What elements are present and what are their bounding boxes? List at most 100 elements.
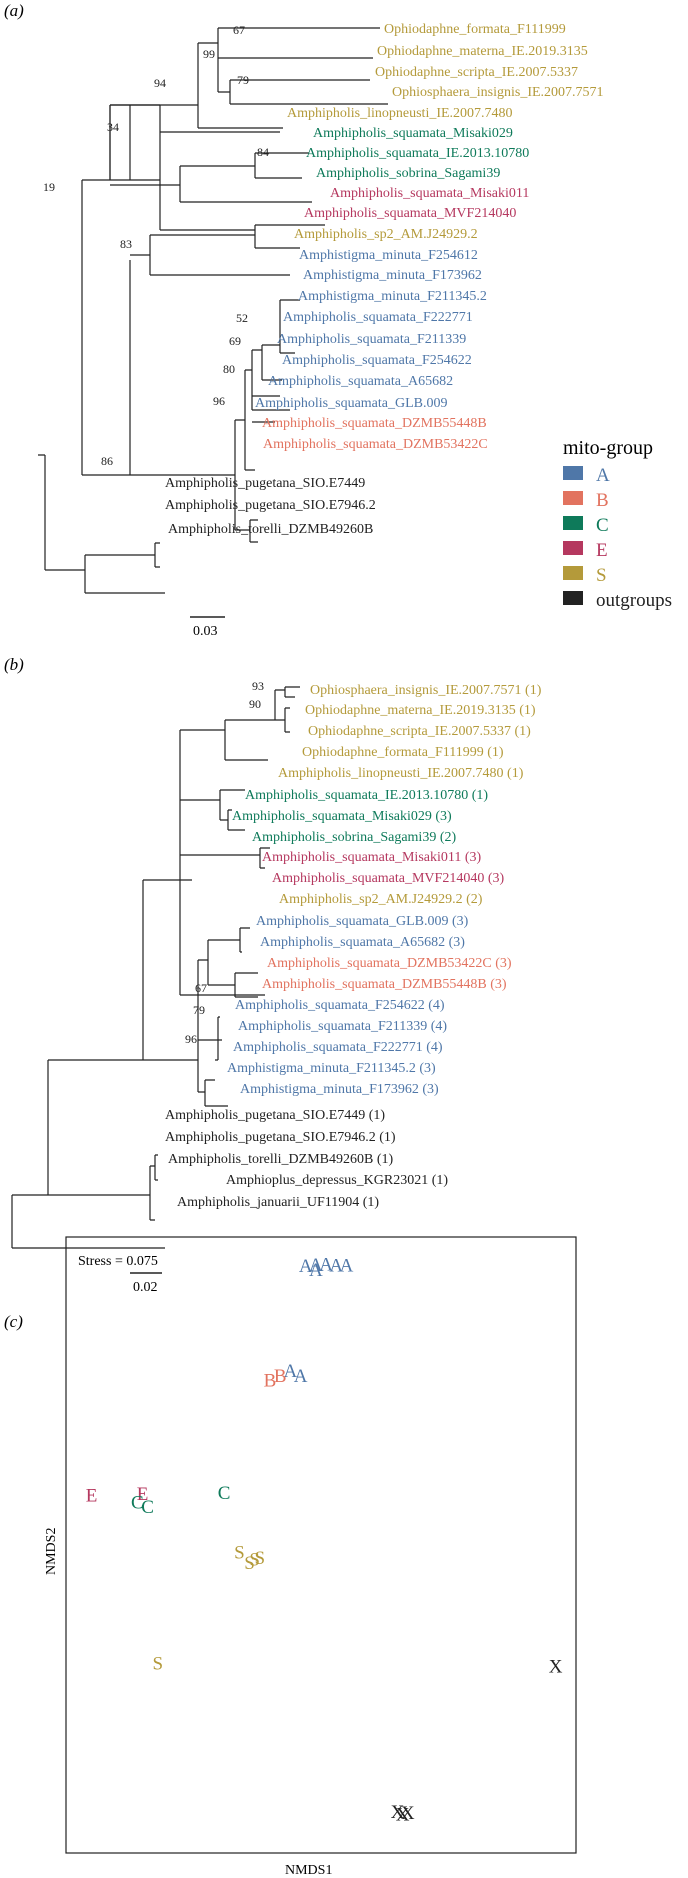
tip-label-b: Amphipholis_squamata_GLB.009 (3) — [256, 914, 469, 929]
panel-label-a: (a) — [4, 1, 24, 20]
scale-label-a: 0.03 — [193, 624, 218, 639]
tip-label-a: Amphipholis_squamata_F254622 — [282, 353, 472, 368]
tip-label-b: Ophiodaphne_materna_IE.2019.3135 (1) — [305, 703, 536, 718]
nmds-point: A — [329, 1256, 343, 1277]
tip-label-b: Amphipholis_squamata_A65682 (3) — [260, 935, 465, 950]
support-value-a: 19 — [43, 180, 55, 194]
tip-label-a: Amphipholis_torelli_DZMB49260B — [168, 522, 373, 537]
nmds-stress: Stress = 0.075 — [78, 1254, 158, 1269]
nmds-point: A — [319, 1254, 333, 1275]
tree-a: Ophiodaphne_formata_F111999 Ophiodaphne_m… — [38, 22, 604, 639]
nmds-point: B — [274, 1366, 287, 1387]
tip-label-a: Amphipholis_squamata_A65682 — [268, 374, 453, 389]
tip-label-a: Amphipholis_squamata_DZMB55448B — [262, 416, 487, 431]
nmds-point: C — [141, 1497, 154, 1518]
support-value-b: 79 — [193, 1003, 205, 1017]
legend-swatch — [563, 566, 583, 580]
tip-label-a: Amphipholis_squamata_F211339 — [277, 332, 466, 347]
tip-label-b: Amphipholis_januarii_UF11904 (1) — [177, 1195, 379, 1210]
tip-label-b: Amphipholis_squamata_IE.2013.10780 (1) — [245, 788, 488, 803]
support-value-b: 93 — [252, 679, 264, 693]
support-value-b: 96 — [185, 1032, 197, 1046]
tip-label-b: Amphipholis_squamata_F254622 (4) — [235, 998, 445, 1013]
support-value-a: 67 — [233, 23, 245, 37]
nmds-point: A — [294, 1366, 308, 1387]
tip-label-a: Ophiodaphne_materna_IE.2019.3135 — [377, 44, 588, 59]
nmds-point: A — [340, 1256, 354, 1277]
legend-item-label: E — [596, 540, 608, 561]
tip-label-b: Amphipholis_sobrina_Sagami39 (2) — [252, 830, 456, 845]
tip-label-a: Amphipholis_linopneusti_IE.2007.7480 — [287, 106, 513, 121]
tip-label-a: Amphistigma_minuta_F254612 — [299, 248, 478, 263]
support-value-a: 94 — [154, 76, 166, 90]
nmds-point: X — [401, 1803, 415, 1824]
legend-swatch — [563, 591, 583, 605]
panel-label-b: (b) — [4, 655, 24, 674]
support-value-a: 34 — [107, 120, 119, 134]
nmds-point: S — [234, 1543, 245, 1564]
legend-item-label: outgroups — [596, 590, 672, 611]
nmds-point: X — [549, 1657, 563, 1678]
nmds-point: S — [255, 1548, 266, 1569]
tip-label-b: Amphipholis_squamata_DZMB55448B (3) — [262, 977, 507, 992]
legend-swatch — [563, 541, 583, 555]
tip-label-a: Amphistigma_minuta_F173962 — [303, 268, 482, 283]
support-value-a: 52 — [236, 311, 248, 325]
tip-label-b: Amphipholis_sp2_AM.J24929.2 (2) — [279, 892, 483, 907]
nmds-point: C — [131, 1493, 144, 1514]
tip-label-a: Amphipholis_sobrina_Sagami39 — [316, 166, 500, 181]
panel-label-c: (c) — [4, 1312, 23, 1331]
tip-label-b: Amphipholis_squamata_MVF214040 (3) — [272, 871, 504, 886]
tip-label-a: Ophiosphaera_insignis_IE.2007.7571 — [392, 85, 604, 100]
tip-label-a: Amphipholis_squamata_Misaki029 — [313, 126, 513, 141]
tip-label-a: Amphipholis_squamata_F222771 — [283, 310, 473, 325]
tip-label-a: Amphipholis_squamata_MVF214040 — [304, 206, 516, 221]
tip-label-b: Amphipholis_squamata_Misaki029 (3) — [232, 809, 452, 824]
tip-label-a: Amphipholis_squamata_IE.2013.10780 — [306, 146, 529, 161]
support-value-a: 69 — [229, 334, 241, 348]
support-value-a: 99 — [203, 47, 215, 61]
nmds-xlabel: NMDS1 — [285, 1863, 332, 1878]
tip-label-b: Amphipholis_pugetana_SIO.E7946.2 (1) — [165, 1130, 396, 1145]
nmds-ylabel: NMDS2 — [44, 1528, 59, 1575]
support-value-a: 83 — [120, 237, 132, 251]
legend-item-label: S — [596, 565, 607, 586]
tip-label-b: Amphipholis_pugetana_SIO.E7449 (1) — [165, 1108, 385, 1123]
support-value-b: 90 — [249, 697, 261, 711]
tip-label-a: Amphipholis_squamata_GLB.009 — [255, 396, 448, 411]
tree-b: Ophiosphaera_insignis_IE.2007.7571 (1) Op… — [11, 679, 542, 1295]
tip-label-a: Amphipholis_squamata_Misaki011 — [330, 186, 529, 201]
tip-label-b: Ophiosphaera_insignis_IE.2007.7571 (1) — [310, 683, 542, 698]
tip-label-b: Amphipholis_squamata_Misaki011 (3) — [262, 850, 482, 865]
tip-label-a: Ophiodaphne_scripta_IE.2007.5337 — [375, 65, 578, 80]
scale-label-b: 0.02 — [133, 1280, 158, 1295]
nmds-point: C — [218, 1483, 231, 1504]
tip-label-b: Ophiodaphne_scripta_IE.2007.5337 (1) — [308, 724, 531, 739]
tip-label-b: Amphioplus_depressus_KGR23021 (1) — [226, 1173, 448, 1188]
support-value-b: 67 — [195, 981, 207, 995]
tip-label-b: Ophiodaphne_formata_F111999 (1) — [302, 745, 504, 760]
legend-swatch — [563, 491, 583, 505]
tip-label-b: Amphipholis_squamata_F222771 (4) — [233, 1040, 443, 1055]
support-value-a: 84 — [257, 145, 269, 159]
tip-label-b: Amphipholis_squamata_DZMB53422C (3) — [267, 956, 512, 971]
nmds-point: E — [137, 1484, 149, 1505]
support-value-a: 80 — [223, 362, 235, 376]
support-value-a: 96 — [213, 394, 225, 408]
nmds-frame — [65, 1236, 577, 1854]
tip-label-b: Amphistigma_minuta_F211345.2 (3) — [227, 1061, 436, 1076]
nmds-point: A — [284, 1361, 298, 1382]
nmds-point: S — [249, 1549, 260, 1570]
legend-swatch — [563, 466, 583, 480]
legend-swatch — [563, 516, 583, 530]
tip-label-b: Amphipholis_squamata_F211339 (4) — [238, 1019, 447, 1034]
nmds-point: X — [391, 1802, 405, 1823]
tip-label-b: Amphipholis_torelli_DZMB49260B (1) — [168, 1152, 394, 1167]
tip-label-a: Amphipholis_squamata_DZMB53422C — [263, 437, 488, 452]
tip-label-b: Amphipholis_linopneusti_IE.2007.7480 (1) — [278, 766, 524, 781]
legend-item-label: C — [596, 515, 609, 536]
nmds-point: S — [244, 1553, 255, 1574]
